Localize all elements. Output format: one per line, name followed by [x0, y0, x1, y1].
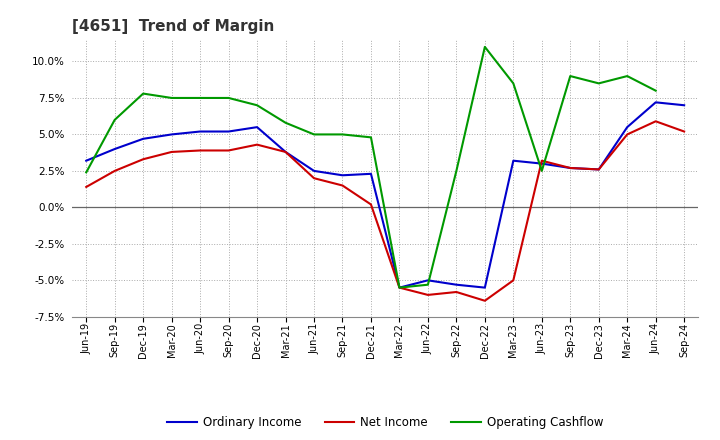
Operating Cashflow [196, 95, 204, 101]
Operating Cashflow [566, 73, 575, 79]
Net Income [110, 168, 119, 173]
Ordinary Income [196, 129, 204, 134]
Ordinary Income [82, 158, 91, 163]
Operating Cashflow [253, 103, 261, 108]
Net Income [480, 298, 489, 304]
Operating Cashflow [310, 132, 318, 137]
Operating Cashflow [82, 170, 91, 175]
Legend: Ordinary Income, Net Income, Operating Cashflow: Ordinary Income, Net Income, Operating C… [163, 411, 608, 434]
Net Income [338, 183, 347, 188]
Operating Cashflow [110, 117, 119, 122]
Ordinary Income [509, 158, 518, 163]
Net Income [680, 129, 688, 134]
Net Income [395, 285, 404, 290]
Net Income [282, 149, 290, 154]
Net Income [196, 148, 204, 153]
Ordinary Income [167, 132, 176, 137]
Text: [4651]  Trend of Margin: [4651] Trend of Margin [72, 19, 274, 34]
Net Income [167, 149, 176, 154]
Operating Cashflow [623, 73, 631, 79]
Net Income [566, 165, 575, 171]
Line: Ordinary Income: Ordinary Income [86, 103, 684, 288]
Ordinary Income [537, 161, 546, 166]
Ordinary Income [139, 136, 148, 141]
Operating Cashflow [652, 88, 660, 93]
Net Income [537, 158, 546, 163]
Operating Cashflow [167, 95, 176, 101]
Operating Cashflow [509, 81, 518, 86]
Ordinary Income [680, 103, 688, 108]
Ordinary Income [595, 167, 603, 172]
Operating Cashflow [537, 168, 546, 173]
Ordinary Income [225, 129, 233, 134]
Ordinary Income [110, 147, 119, 152]
Ordinary Income [338, 172, 347, 178]
Net Income [139, 157, 148, 162]
Net Income [82, 184, 91, 190]
Ordinary Income [366, 171, 375, 176]
Line: Operating Cashflow: Operating Cashflow [86, 47, 656, 288]
Operating Cashflow [338, 132, 347, 137]
Operating Cashflow [480, 44, 489, 50]
Net Income [652, 119, 660, 124]
Operating Cashflow [395, 285, 404, 290]
Net Income [253, 142, 261, 147]
Operating Cashflow [366, 135, 375, 140]
Ordinary Income [310, 168, 318, 173]
Ordinary Income [623, 125, 631, 130]
Ordinary Income [395, 285, 404, 290]
Operating Cashflow [282, 120, 290, 125]
Operating Cashflow [595, 81, 603, 86]
Net Income [452, 290, 461, 295]
Net Income [509, 278, 518, 283]
Operating Cashflow [225, 95, 233, 101]
Operating Cashflow [139, 91, 148, 96]
Ordinary Income [423, 278, 432, 283]
Net Income [595, 167, 603, 172]
Operating Cashflow [452, 168, 461, 173]
Net Income [366, 202, 375, 207]
Net Income [623, 132, 631, 137]
Net Income [423, 292, 432, 297]
Ordinary Income [253, 125, 261, 130]
Ordinary Income [566, 165, 575, 171]
Ordinary Income [652, 100, 660, 105]
Operating Cashflow [423, 282, 432, 287]
Net Income [310, 176, 318, 181]
Ordinary Income [480, 285, 489, 290]
Net Income [225, 148, 233, 153]
Ordinary Income [452, 282, 461, 287]
Ordinary Income [282, 149, 290, 154]
Line: Net Income: Net Income [86, 121, 684, 301]
